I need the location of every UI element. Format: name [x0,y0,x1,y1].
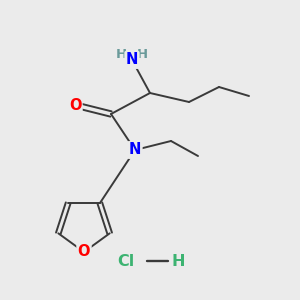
Text: N: N [129,142,141,158]
Text: H: H [172,254,185,268]
Text: Cl: Cl [117,254,135,268]
Text: H: H [116,47,127,61]
Text: N: N [126,52,138,68]
Text: O: O [69,98,81,112]
Text: H: H [137,47,148,61]
Text: O: O [78,244,90,260]
